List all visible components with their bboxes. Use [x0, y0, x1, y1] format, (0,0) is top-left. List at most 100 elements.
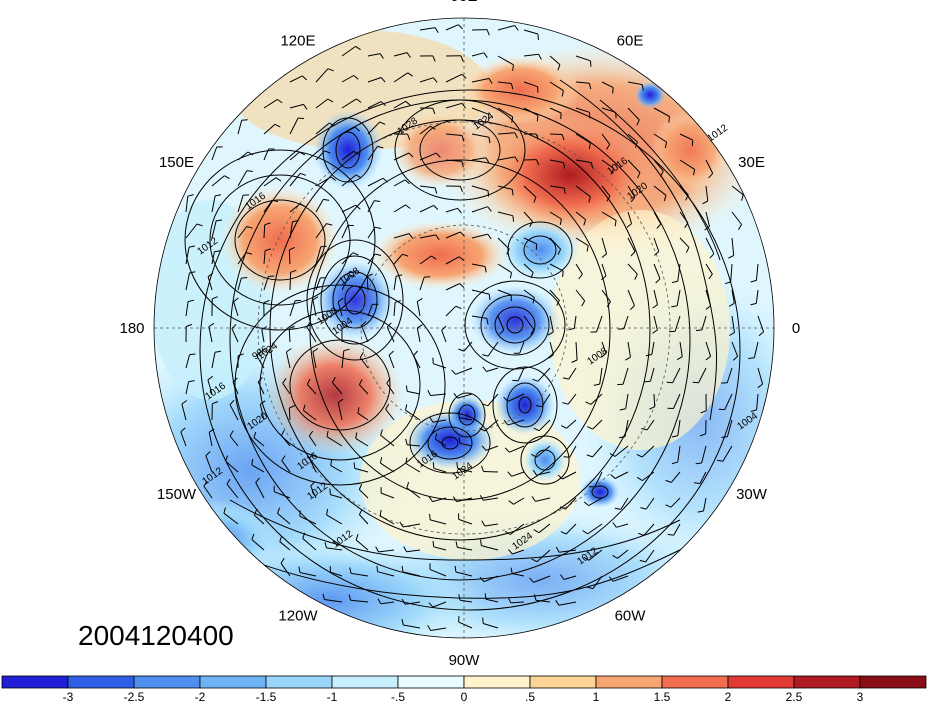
colorbar-swatch: [595, 675, 663, 689]
wind-barb: [676, 289, 681, 306]
wind-barb: [359, 514, 369, 525]
wind-barb: [359, 384, 369, 395]
wind-barb-feather: [180, 427, 186, 433]
wind-barb-feather: [532, 378, 539, 382]
wind-barb-feather: [453, 392, 458, 399]
wind-barb-feather: [606, 195, 611, 202]
wind-barb: [567, 393, 577, 405]
wind-barb: [703, 497, 707, 512]
wind-barb-feather: [327, 98, 334, 103]
wind-barb-feather: [671, 280, 678, 284]
wind-barb: [497, 55, 514, 66]
wind-barb: [601, 107, 616, 113]
wind-barb-feather: [458, 594, 461, 601]
wind-barb-feather: [716, 459, 723, 462]
wind-barb-feather: [619, 436, 626, 439]
wind-barb: [724, 393, 733, 410]
wind-barb: [563, 575, 577, 580]
wind-barb-feather: [189, 353, 196, 356]
wind-barb: [312, 351, 317, 369]
wind-barb-feather: [695, 329, 703, 331]
longitude-label: 30W: [736, 486, 768, 503]
wind-barb: [359, 357, 369, 369]
longitude-label: 90E: [451, 0, 478, 5]
wind-barb-feather: [562, 377, 569, 380]
map-boundary: [153, 17, 775, 639]
wind-barb-feather: [354, 126, 360, 132]
wind-barb: [445, 133, 463, 136]
wind-barb: [601, 81, 614, 89]
wind-barb-feather: [645, 354, 652, 357]
wind-barb-feather: [299, 203, 306, 208]
wind-barb: [617, 549, 629, 559]
wind-barb: [225, 460, 239, 473]
wind-barb-feather: [487, 190, 490, 197]
wind-barb-feather: [233, 297, 239, 303]
longitude-label: 150W: [157, 486, 197, 503]
wind-barb-feather: [590, 162, 594, 169]
wind-barb-feather: [560, 425, 567, 429]
wind-barb-feather: [508, 500, 514, 505]
wind-barb: [601, 237, 608, 254]
wind-barb: [614, 445, 629, 457]
wind-barb: [263, 224, 266, 239]
wind-barb-feather: [330, 176, 337, 181]
wind-barb: [705, 159, 714, 174]
wind-barb-feather: [529, 577, 534, 583]
wind-barb: [731, 341, 739, 357]
wind-barb-feather: [326, 223, 333, 226]
wind-barb-feather: [721, 436, 728, 438]
wind-barb-feather: [181, 400, 188, 405]
wind-barb: [416, 327, 421, 343]
wind-barb: [538, 523, 551, 534]
wind-barb: [646, 419, 655, 431]
wind-barb: [705, 289, 712, 306]
wind-barb: [523, 315, 535, 330]
wind-barb-feather: [324, 150, 331, 154]
wind-barb-feather: [537, 33, 539, 41]
wind-barb: [237, 170, 248, 187]
wind-barb: [653, 159, 664, 172]
wind-barb: [653, 237, 660, 252]
wind-barb: [419, 77, 434, 83]
wind-barb: [627, 133, 638, 143]
wind-barb-feather: [247, 151, 254, 156]
wind-barb: [405, 409, 421, 421]
wind-barb: [536, 471, 551, 476]
wind-barb: [337, 301, 343, 317]
wind-barb-feather: [452, 496, 458, 502]
wind-barb: [575, 289, 586, 302]
wind-barb-feather: [251, 533, 255, 540]
wind-barb-feather: [638, 532, 645, 536]
wind-barb-feather: [626, 223, 632, 228]
wind-barb: [653, 185, 667, 196]
wind-barb: [627, 289, 635, 306]
wind-barb: [280, 562, 291, 577]
wind-barb: [211, 195, 216, 213]
wind-barb: [289, 103, 304, 109]
wind-barb: [211, 251, 215, 265]
wind-barb-feather: [458, 256, 465, 261]
wind-barb-feather: [693, 169, 696, 176]
wind-barb-feather: [376, 565, 379, 572]
wind-barb: [677, 419, 681, 436]
wind-barb: [341, 126, 356, 135]
wind-barb-feather: [358, 483, 363, 490]
longitude-label: 60W: [615, 608, 647, 625]
wind-barb: [393, 152, 410, 161]
wind-barb-feather: [583, 219, 587, 226]
wind-barb: [670, 497, 681, 508]
wind-barb-feather: [301, 75, 308, 81]
wind-barb-feather: [583, 556, 590, 561]
wind-barb-feather: [461, 135, 465, 142]
wind-barb-feather: [405, 404, 408, 411]
wind-barb-feather: [289, 405, 296, 409]
wind-barb: [366, 276, 369, 291]
wind-barb-feather: [499, 329, 505, 335]
wind-barb: [642, 471, 655, 482]
wind-barb-feather: [563, 162, 566, 169]
wind-barb: [601, 211, 617, 221]
wind-barb-feather: [353, 75, 359, 80]
colorbar-tick-label: .5: [525, 690, 535, 702]
wind-barb-feather: [288, 325, 295, 330]
